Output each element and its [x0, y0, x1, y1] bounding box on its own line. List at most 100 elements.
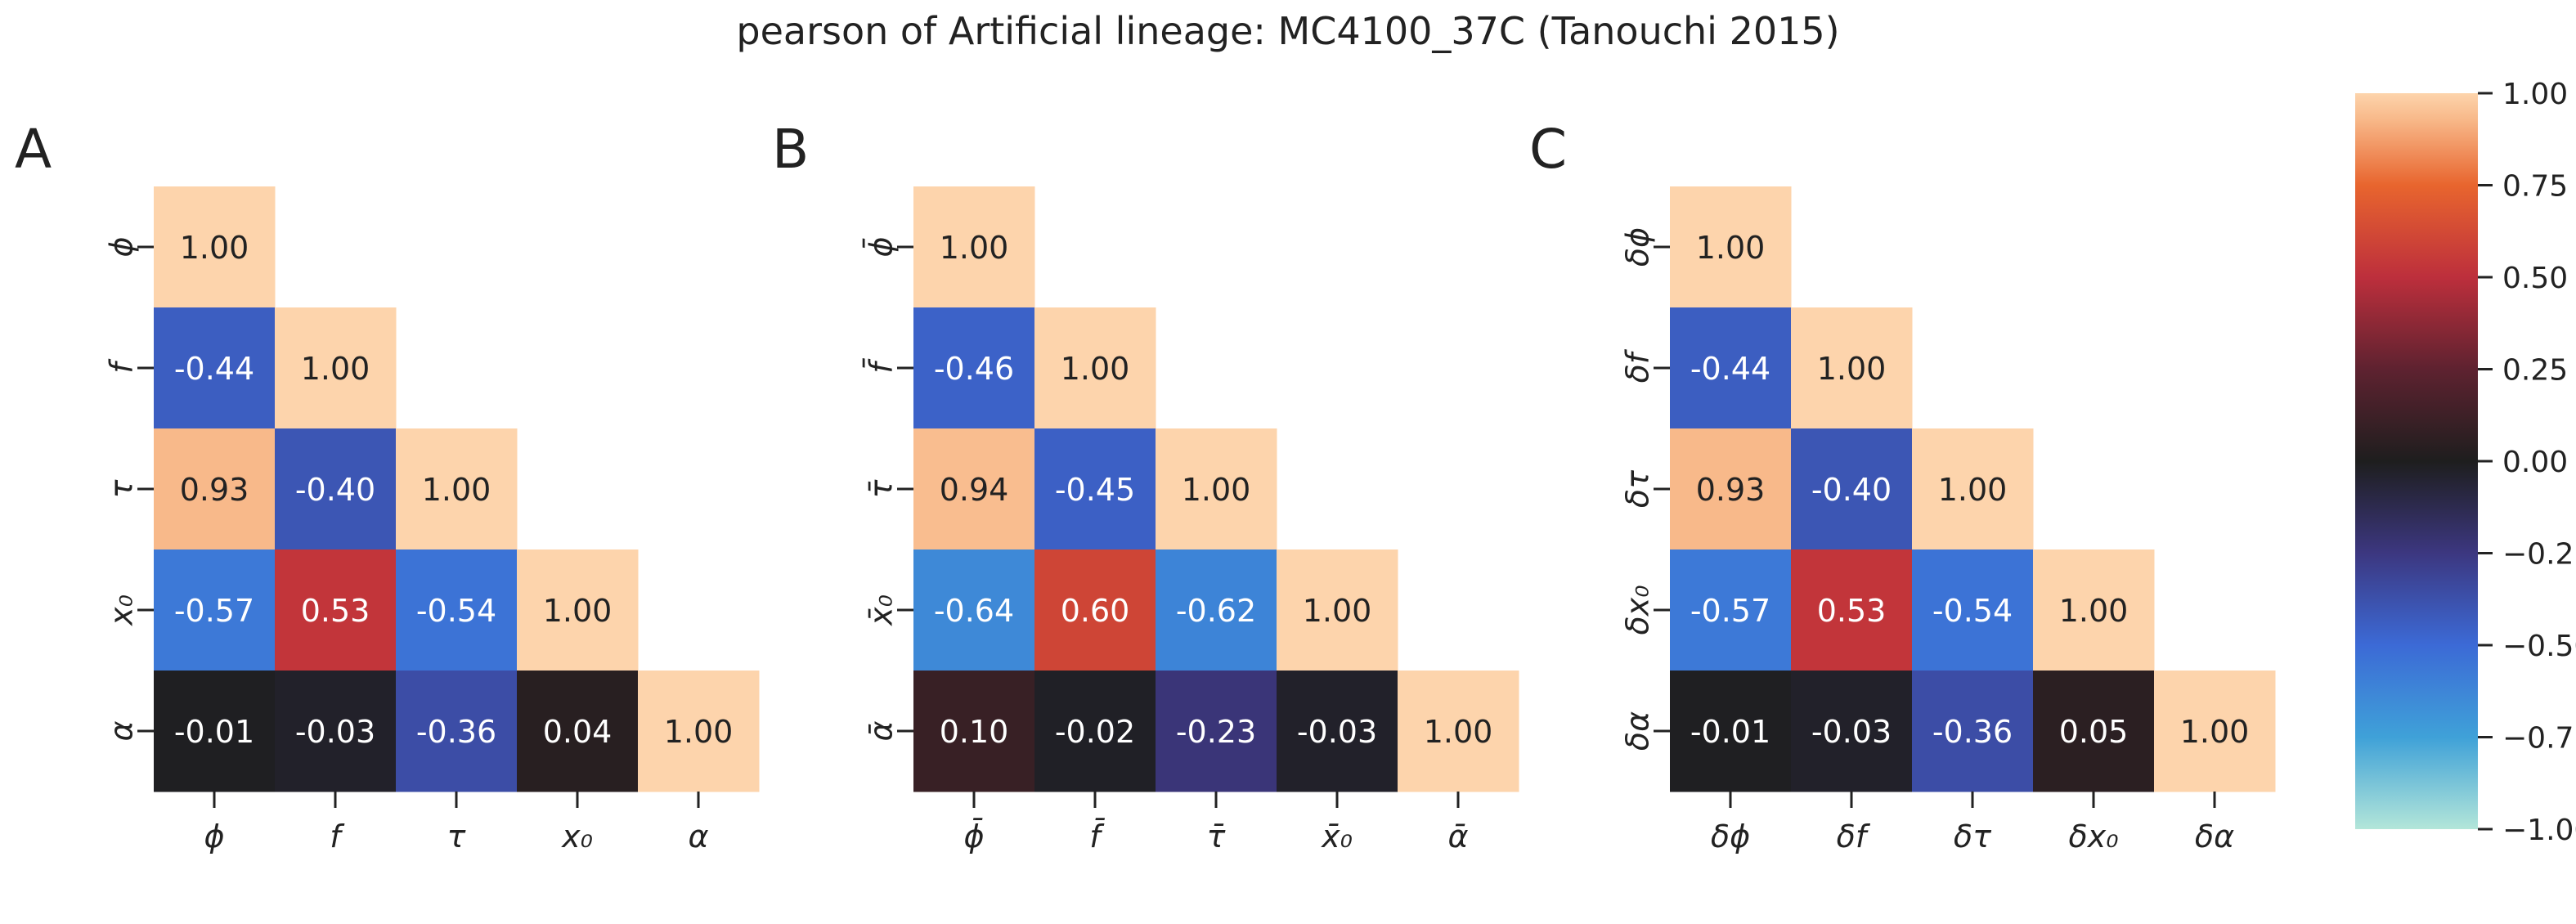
- cell-value-label: -0.62: [1176, 593, 1256, 629]
- cell-value-label: 0.60: [1061, 593, 1130, 629]
- cell-value-label: -0.03: [295, 714, 375, 750]
- heatmap-cell: [1791, 549, 1913, 671]
- colorbar-tick-label: −0.50: [2502, 630, 2576, 663]
- cell-value-label: -0.57: [1690, 593, 1770, 629]
- y-tick-label: δx₀: [1619, 585, 1655, 635]
- heatmap-cell: [1670, 549, 1792, 671]
- heatmap-cell: [1034, 671, 1156, 792]
- heatmap-cell: [154, 549, 276, 671]
- y-tick-label: δτ: [1619, 469, 1655, 508]
- x-tick-label: x̄₀: [1321, 819, 1353, 854]
- x-tick-label: δα: [2195, 819, 2234, 854]
- heatmap-cell: [1912, 428, 2034, 550]
- cell-value-label: 1.00: [940, 230, 1009, 266]
- heatmap-cell: [1912, 549, 2034, 671]
- cell-value-label: -0.36: [1932, 714, 2013, 750]
- colorbar-tick-label: −0.25: [2502, 538, 2576, 572]
- x-tick-label: δϕ: [1711, 819, 1750, 854]
- heatmap-cell: [154, 671, 276, 792]
- cell-value-label: -0.64: [934, 593, 1014, 629]
- heatmap-cell: [1034, 549, 1156, 671]
- cell-value-label: -0.23: [1176, 714, 1256, 750]
- y-tick-label: τ: [103, 478, 139, 498]
- colorbar-tick-label: 0.00: [2502, 446, 2568, 479]
- heatmap-cell: [913, 671, 1035, 792]
- colorbar-tick-label: 0.25: [2502, 354, 2568, 388]
- figure-title: pearson of Artificial lineage: MC4100_37…: [736, 9, 1839, 53]
- cell-value-label: 1.00: [1938, 472, 2008, 508]
- x-tick-label: δf: [1837, 819, 1871, 854]
- y-tick-label: α: [103, 720, 139, 741]
- x-tick-label: ϕ: [204, 819, 224, 854]
- heatmap-cell: [154, 186, 276, 308]
- y-tick-label: δϕ: [1619, 227, 1655, 267]
- heatmap-cell: [1277, 671, 1398, 792]
- panels: A 1.00 -0.44 1.00 0.93 -0.40 1.00 -0.57 0.53 -0.5…: [15, 118, 2276, 854]
- cell-value-label: 0.93: [180, 472, 249, 508]
- heatmap-cell: [275, 428, 397, 550]
- heatmap-cell: [1791, 307, 1913, 429]
- cell-value-label: -0.03: [1811, 714, 1892, 750]
- heatmap-cell: [1791, 671, 1913, 792]
- y-tick-label: x̄₀: [863, 594, 899, 626]
- heatmap-cell: [1156, 428, 1277, 550]
- heatmap-cell: [913, 307, 1035, 429]
- y-tick-label: ᾱ: [863, 720, 899, 741]
- heatmap-cell: [396, 671, 518, 792]
- heatmap-cell: [638, 671, 760, 792]
- heatmap-cell: [1670, 307, 1792, 429]
- cell-value-label: 0.53: [1817, 593, 1887, 629]
- cell-value-label: 0.04: [543, 714, 613, 750]
- heatmap-cell: [396, 549, 518, 671]
- heatmap-cell: [2033, 671, 2155, 792]
- heatmap-cell: [2033, 549, 2155, 671]
- panel-label: B: [772, 118, 809, 181]
- x-tick-label: δτ: [1954, 819, 1992, 854]
- x-tick-label: ᾱ: [1447, 819, 1468, 854]
- cell-value-label: 1.00: [664, 714, 734, 750]
- cell-value-label: 1.00: [1303, 593, 1372, 629]
- heatmap-cell: [154, 307, 276, 429]
- y-tick-label: ϕ̄: [863, 236, 899, 257]
- cell-value-label: 1.00: [1061, 351, 1130, 387]
- colorbar: 1.00 0.75 0.50 0.25 0.00 −0.25 −0.50 −0.75 −1.00: [2355, 78, 2576, 847]
- cell-value-label: -0.54: [416, 593, 496, 629]
- heatmap-cell: [154, 428, 276, 550]
- y-tick-label: τ̄: [863, 478, 899, 498]
- y-tick-label: ϕ: [103, 236, 139, 257]
- heatmap-cell: [1398, 671, 1519, 792]
- heatmap-cell: [396, 428, 518, 550]
- heatmap-cell: [913, 186, 1035, 308]
- cell-value-label: -0.01: [1690, 714, 1770, 750]
- heatmap-cell: [275, 307, 397, 429]
- x-tick-label: α: [688, 819, 708, 854]
- cell-value-label: -0.44: [1690, 351, 1770, 387]
- colorbar-tick-label: −1.00: [2502, 814, 2576, 847]
- x-tick-label: f̄: [1089, 819, 1105, 854]
- colorbar-tick-label: −0.75: [2502, 722, 2576, 756]
- cell-value-label: 1.00: [2059, 593, 2129, 629]
- cell-value-label: 0.53: [301, 593, 370, 629]
- panel-b: B 1.00 -0.46 1.00 0.94 -0.45 1.00 -0.64 0.60 -0.6…: [772, 118, 1519, 854]
- y-tick-label: f̄: [863, 357, 899, 373]
- heatmap-cell: [1791, 428, 1913, 550]
- y-tick-label: δf: [1619, 348, 1655, 383]
- x-tick-label: τ̄: [1207, 819, 1227, 854]
- x-tick-label: ϕ̄: [963, 819, 984, 854]
- panel-label: A: [15, 118, 52, 181]
- heatmap-cell: [913, 428, 1035, 550]
- cell-value-label: 1.00: [1696, 230, 1766, 266]
- cell-value-label: -0.45: [1055, 472, 1135, 508]
- heatmap-cell: [517, 549, 639, 671]
- y-tick-label: f: [103, 358, 139, 374]
- heatmap-cell: [1156, 671, 1277, 792]
- heatmap-cell: [1156, 549, 1277, 671]
- cell-value-label: -0.40: [295, 472, 375, 508]
- heatmap-cell: [1912, 671, 2034, 792]
- cell-value-label: -0.03: [1297, 714, 1377, 750]
- cell-value-label: -0.46: [934, 351, 1014, 387]
- heatmap-cell: [913, 549, 1035, 671]
- heatmap-cell: [1670, 186, 1792, 308]
- panel-c: C 1.00 -0.44 1.00 0.93 -0.40 1.00 -0.57 0.53 -0.5…: [1529, 118, 2276, 854]
